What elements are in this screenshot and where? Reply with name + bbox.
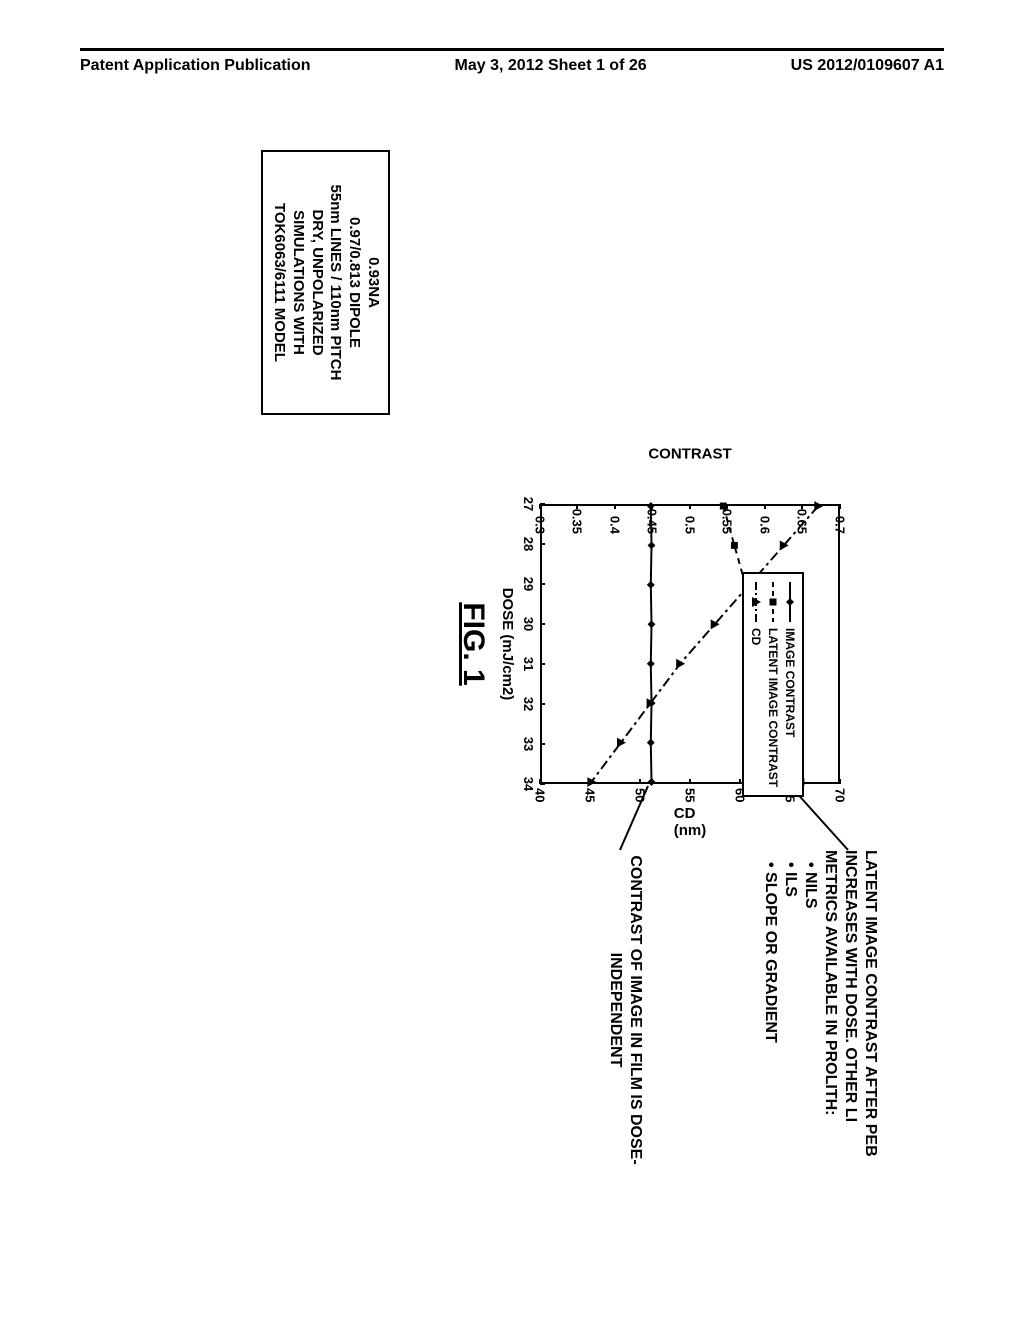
legend-row: CD (748, 582, 765, 787)
header-center: May 3, 2012 Sheet 1 of 26 (455, 57, 647, 75)
legend-row: LATENT IMAGE CONTRAST (764, 582, 781, 787)
header-left: Patent Application Publication (80, 57, 311, 75)
rotated-figure: 0.93NA 0.97/0.813 DIPOLE 55nm LINES / 11… (100, 150, 920, 1200)
chart-legend: IMAGE CONTRASTLATENT IMAGE CONTRASTCD (742, 572, 804, 797)
legend-row: IMAGE CONTRAST (781, 582, 798, 787)
header-right: US 2012/0109607 A1 (791, 57, 944, 75)
contrast-chart: CONTRAST CD (nm) DOSE (mJ/cm2) FIG. 1 IM… (490, 460, 850, 820)
page: Patent Application Publication May 3, 20… (0, 0, 1024, 1320)
figure-area: 0.93NA 0.97/0.813 DIPOLE 55nm LINES / 11… (100, 150, 920, 1200)
page-header: Patent Application Publication May 3, 20… (80, 48, 944, 75)
